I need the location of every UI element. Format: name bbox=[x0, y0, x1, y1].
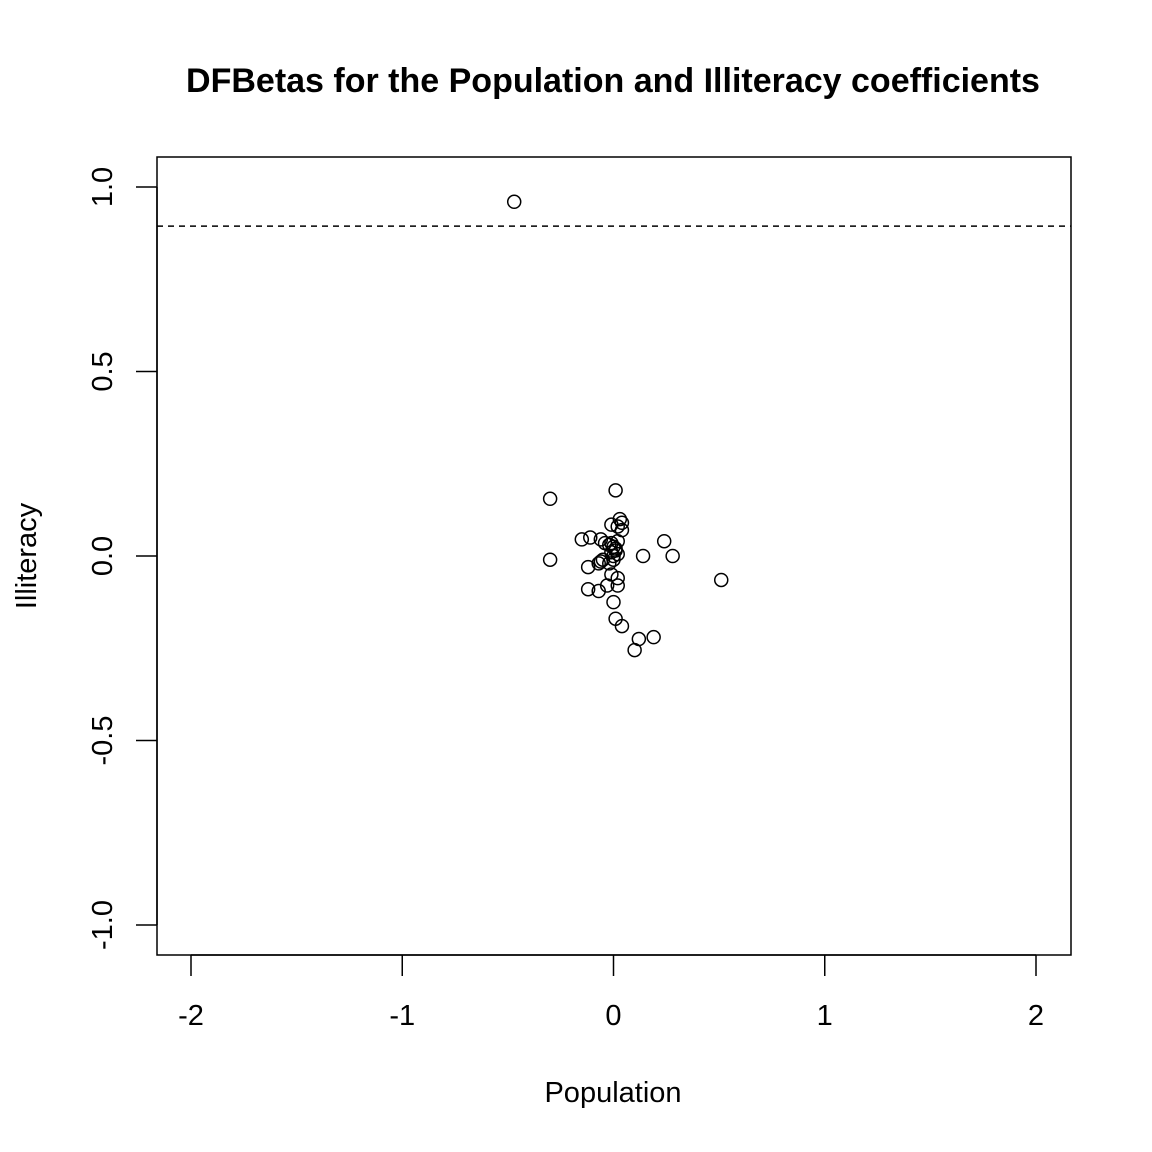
data-point bbox=[604, 535, 619, 551]
x-tick-label: 2 bbox=[1028, 1000, 1044, 1032]
x-tick-label: 0 bbox=[605, 1000, 621, 1032]
data-point bbox=[614, 618, 630, 634]
data-point bbox=[591, 583, 606, 599]
data-point bbox=[646, 629, 661, 645]
data-point bbox=[656, 533, 672, 549]
y-tick-label: 0.0 bbox=[87, 536, 119, 576]
data-point bbox=[610, 578, 625, 593]
x-axis: -2 -1 0 1 2 bbox=[178, 954, 1044, 1032]
data-point bbox=[574, 532, 590, 547]
data-point bbox=[580, 581, 596, 597]
data-point bbox=[713, 572, 729, 588]
y-axis-label: Illiteracy bbox=[11, 502, 43, 609]
x-tick-label: -2 bbox=[178, 1000, 204, 1032]
data-point bbox=[591, 556, 606, 571]
data-point bbox=[635, 548, 651, 564]
data-point bbox=[665, 548, 680, 564]
data-point bbox=[583, 530, 598, 545]
data-points bbox=[506, 194, 729, 658]
data-point bbox=[606, 552, 621, 567]
y-tick-label: -0.5 bbox=[87, 716, 119, 766]
chart-title: DFBetas for the Population and Illiterac… bbox=[186, 62, 1040, 100]
x-tick-label: 1 bbox=[817, 1000, 833, 1032]
data-point bbox=[606, 594, 621, 610]
data-point bbox=[614, 515, 630, 531]
data-point bbox=[580, 559, 596, 575]
data-point bbox=[627, 642, 642, 658]
data-point bbox=[610, 570, 625, 586]
data-point bbox=[542, 491, 558, 507]
y-tick-label: 1.0 bbox=[87, 167, 119, 207]
data-point bbox=[608, 543, 623, 558]
data-point bbox=[506, 194, 522, 210]
y-tick-label: -1.0 bbox=[87, 900, 119, 950]
data-point bbox=[604, 517, 619, 532]
x-axis-label: Population bbox=[544, 1077, 681, 1109]
data-point bbox=[610, 519, 625, 534]
x-tick-label: -1 bbox=[389, 1000, 415, 1032]
data-point bbox=[608, 483, 623, 498]
y-tick-label: 0.5 bbox=[87, 351, 119, 391]
data-point bbox=[542, 552, 558, 567]
data-point bbox=[602, 556, 617, 571]
y-axis: -1.0 -0.5 0.0 0.5 1.0 bbox=[87, 167, 158, 950]
